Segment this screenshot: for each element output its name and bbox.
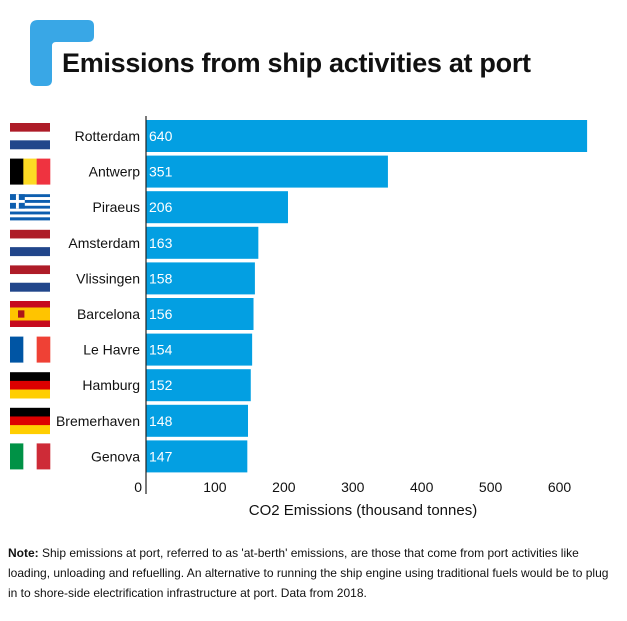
category-label: Piraeus — [93, 199, 140, 215]
chart-note: Note: Ship emissions at port, referred t… — [8, 543, 618, 603]
category-label: Barcelona — [77, 306, 140, 322]
x-tick-label: 500 — [479, 479, 503, 495]
chart-title: Emissions from ship activities at port — [62, 48, 531, 78]
x-tick-label: 600 — [548, 479, 572, 495]
bar-barcelona — [146, 298, 254, 330]
category-label: Bremerhaven — [56, 413, 140, 429]
bar-value-label: 640 — [149, 128, 173, 144]
x-tick-label: 200 — [272, 479, 296, 495]
x-axis-label: CO2 Emissions (thousand tonnes) — [249, 502, 477, 519]
bar-hamburg — [146, 369, 251, 402]
bar-value-label: 156 — [149, 306, 173, 322]
category-label: Le Havre — [83, 342, 140, 358]
category-label: Vlissingen — [76, 270, 140, 286]
bar-value-label: 148 — [149, 413, 173, 429]
note-label: Note: — [8, 546, 39, 560]
france-flag-icon — [10, 336, 51, 363]
x-tick-label: 400 — [410, 479, 434, 495]
bar-vlissingen — [146, 262, 255, 295]
germany-flag-icon — [10, 372, 50, 399]
greece-flag-icon — [10, 194, 50, 221]
category-label: Hamburg — [82, 377, 140, 393]
category-label: Antwerp — [89, 164, 141, 180]
bar-value-label: 154 — [149, 342, 173, 358]
bar-value-label: 152 — [149, 377, 173, 393]
netherlands-flag-icon — [10, 265, 50, 292]
bar-bremerhaven — [146, 404, 249, 437]
category-label: Genova — [91, 448, 140, 464]
belgium-flag-icon — [10, 158, 51, 185]
bar-value-label: 147 — [149, 448, 173, 464]
bar-piraeus — [146, 191, 288, 224]
category-label: Rotterdam — [75, 128, 140, 144]
x-tick-label: 100 — [203, 479, 227, 495]
bar-antwerp — [146, 155, 388, 188]
bar-amsterdam — [146, 226, 259, 259]
bar-value-label: 206 — [149, 199, 173, 215]
netherlands-flag-icon — [10, 229, 50, 257]
bar-value-label: 351 — [149, 164, 173, 180]
bar-value-label: 163 — [149, 235, 173, 251]
netherlands-flag-icon — [10, 123, 50, 150]
italy-flag-icon — [10, 443, 51, 470]
category-label: Amsterdam — [68, 235, 140, 251]
bar-rotterdam — [146, 120, 588, 152]
bar-chart: 640 Rotterdam 351 Antwerp 206 Piraeus 163 Amste… — [10, 116, 588, 519]
note-text: Ship emissions at port, referred to as '… — [8, 546, 609, 600]
x-tick-label: 0 — [134, 479, 142, 495]
x-tick-label: 300 — [341, 479, 365, 495]
germany-flag-icon — [10, 407, 50, 435]
spain-flag-icon — [10, 301, 50, 327]
bar-genova — [146, 440, 248, 473]
bar-le-havre — [146, 333, 253, 366]
bar-value-label: 158 — [149, 270, 173, 286]
